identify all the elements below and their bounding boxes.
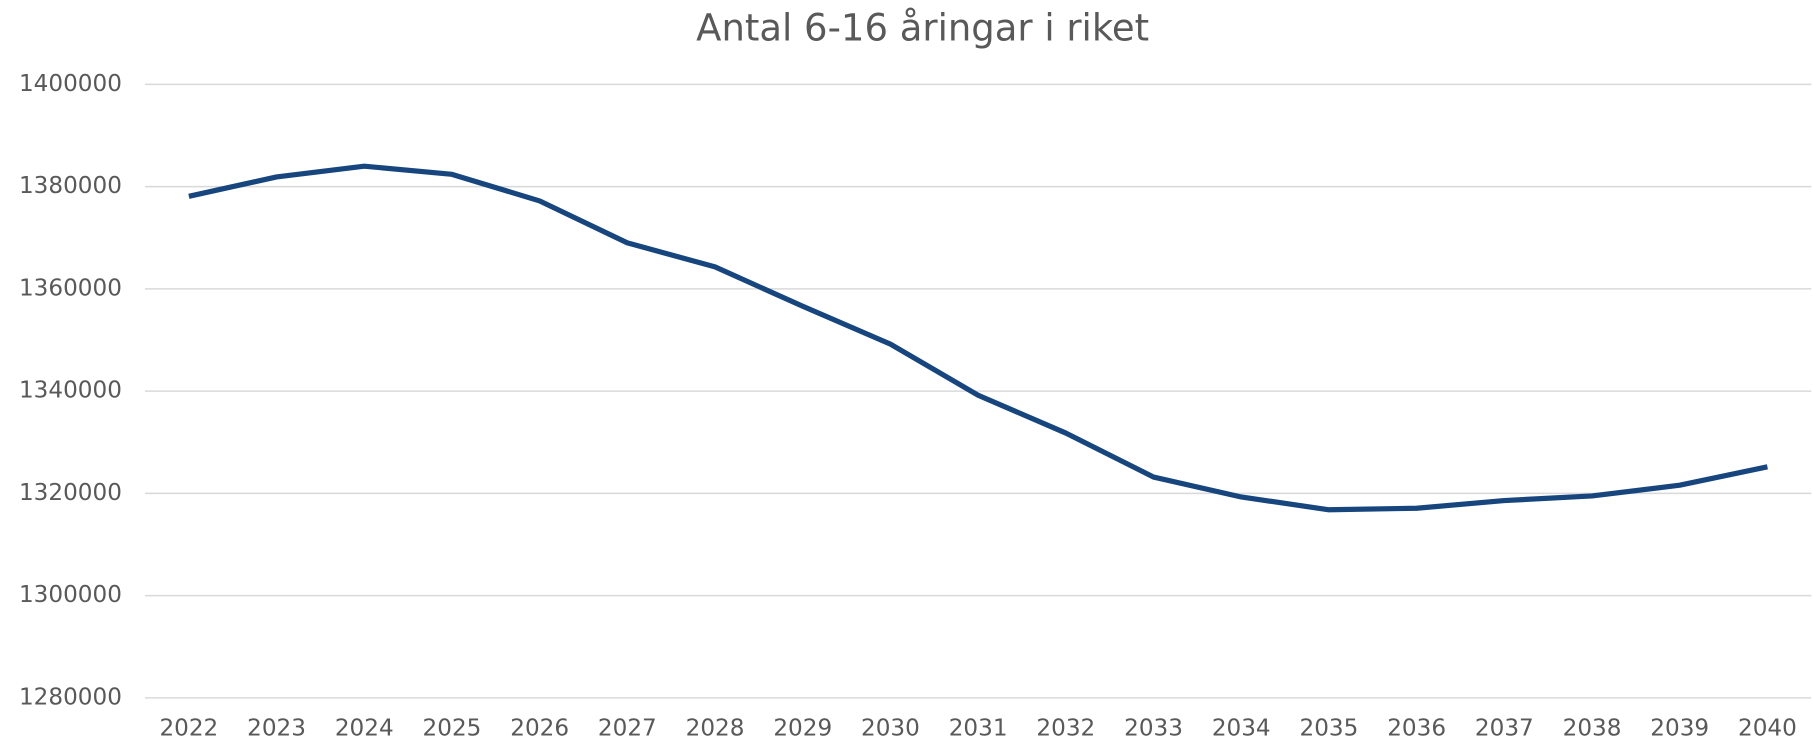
x-tick-label: 2034 [1212,716,1271,742]
x-tick-label: 2025 [423,716,482,742]
y-tick-label: 1360000 [19,275,122,301]
y-tick-label: 1320000 [19,480,122,506]
y-tick-label: 1400000 [19,71,122,97]
x-tick-label: 2029 [773,716,832,742]
x-tick-label: 2038 [1563,716,1622,742]
x-tick-label: 2023 [247,716,306,742]
x-tick-label: 2036 [1387,716,1446,742]
x-tick-label: 2037 [1475,716,1534,742]
x-tick-label: 2040 [1738,716,1797,742]
x-tick-label: 2039 [1650,716,1709,742]
x-tick-label: 2031 [949,716,1008,742]
x-tick-label: 2027 [598,716,657,742]
x-tick-label: 2028 [686,716,745,742]
x-tick-label: 2030 [861,716,920,742]
x-tick-label: 2032 [1036,716,1095,742]
chart-title: Antal 6-16 åringar i riket [696,7,1149,50]
x-tick-label: 2026 [510,716,569,742]
x-tick-label: 2035 [1300,716,1359,742]
series-line [188,163,1768,513]
x-tick-label: 2033 [1124,716,1183,742]
y-tick-label: 1340000 [19,378,122,404]
y-tick-label: 1380000 [19,173,122,199]
x-tick-label: 2024 [335,716,394,742]
y-tick-label: 1280000 [19,684,122,710]
y-tick-label: 1300000 [19,582,122,608]
x-tick-label: 2022 [159,716,218,742]
